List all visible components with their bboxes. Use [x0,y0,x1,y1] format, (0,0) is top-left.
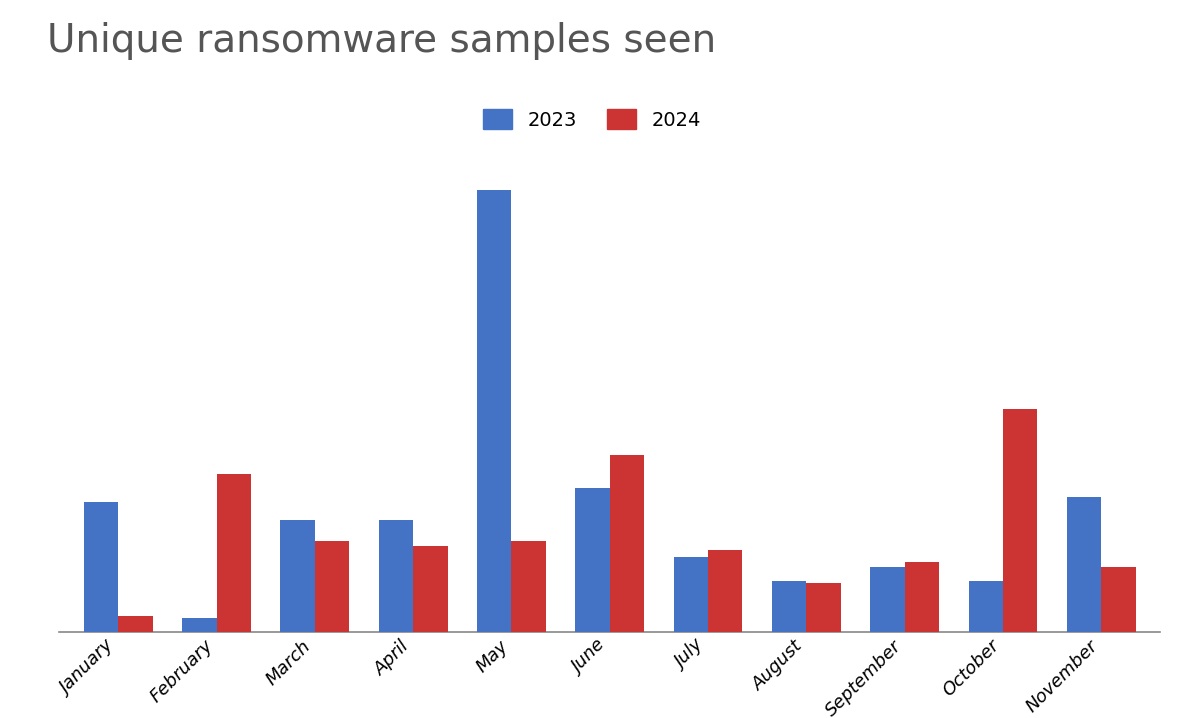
Text: Unique ransomware samples seen: Unique ransomware samples seen [47,22,716,60]
Bar [772,581,806,632]
Bar [281,521,315,632]
Bar [118,615,153,632]
Bar [1067,497,1101,632]
Bar [413,546,448,632]
Bar [806,583,841,632]
Bar [315,541,349,632]
Bar [217,474,251,632]
Bar [870,567,905,632]
Bar [84,502,118,632]
Bar [511,541,546,632]
Bar [1003,409,1037,632]
Bar [1101,567,1135,632]
Bar [610,455,644,632]
Bar [905,562,939,632]
Bar [575,488,610,632]
Bar [182,618,217,632]
Bar [379,521,413,632]
Bar [674,557,708,632]
Bar [477,190,511,632]
Bar [969,581,1003,632]
Bar [708,551,742,632]
Legend: 2023, 2024: 2023, 2024 [474,100,710,139]
